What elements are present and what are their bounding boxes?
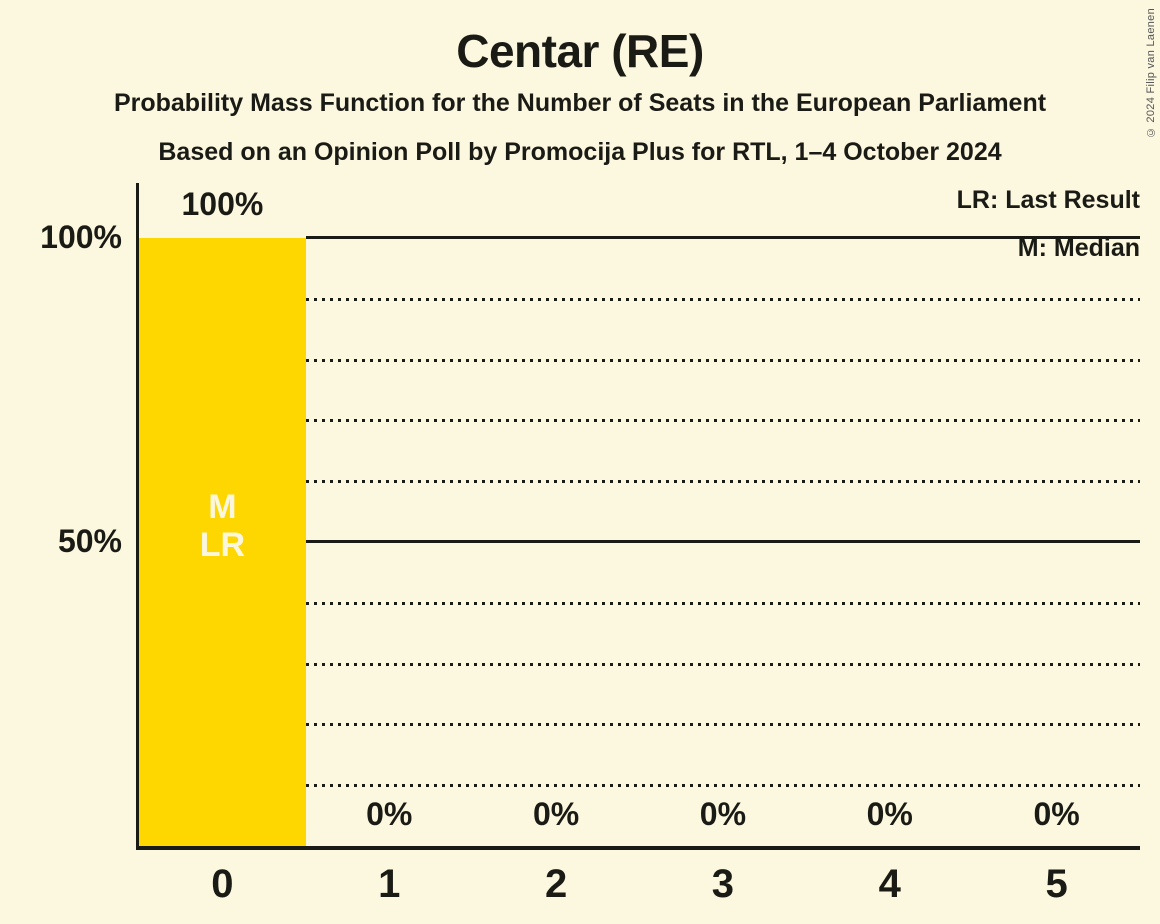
gridline-dotted-20 (305, 723, 1140, 727)
gridline-dotted-70 (305, 419, 1140, 423)
legend-median: M: Median (1017, 234, 1140, 262)
chart-subtitle: Probability Mass Function for the Number… (113, 89, 1047, 117)
copyright-notice: © 2024 Filip van Laenen (1145, 8, 1157, 139)
y-tick-label-50: 50% (57, 523, 122, 559)
gridline-solid-100 (305, 236, 1140, 239)
gridline-dotted-10 (305, 784, 1140, 788)
bar-value-label-0: 100% (181, 186, 264, 222)
y-axis-line (136, 183, 139, 850)
x-tick-label-2: 2 (544, 862, 568, 906)
gridline-dotted-60 (305, 480, 1140, 484)
gridline-dotted-30 (305, 662, 1140, 666)
chart-source-line: Based on an Opinion Poll by Promocija Pl… (158, 138, 1002, 166)
bar-value-label-1: 0% (366, 796, 413, 832)
x-axis-line (136, 846, 1140, 850)
x-tick-label-0: 0 (211, 862, 234, 906)
bar-seats-0 (139, 238, 306, 846)
legend-last-result: LR: Last Result (956, 186, 1140, 214)
chart-title: Centar (RE) (456, 25, 704, 77)
bar-value-label-3: 0% (699, 796, 747, 832)
bar-value-label-5: 0% (1033, 796, 1080, 832)
x-tick-label-3: 3 (711, 862, 735, 906)
bar-annotation-line-m: M (208, 488, 237, 526)
x-tick-label-5: 5 (1045, 862, 1068, 906)
y-tick-label-100: 100% (40, 219, 122, 255)
bar-annotation-median-last-result: M LR (139, 488, 306, 564)
gridline-dotted-80 (305, 358, 1140, 362)
gridline-dotted-90 (305, 297, 1140, 301)
gridline-solid-50 (305, 540, 1140, 543)
x-tick-label-1: 1 (378, 862, 401, 906)
bar-value-label-2: 0% (532, 796, 580, 832)
gridline-dotted-40 (305, 601, 1140, 605)
bar-value-label-4: 0% (866, 796, 913, 832)
x-tick-label-4: 4 (878, 862, 901, 906)
bar-annotation-line-lr: LR (199, 526, 246, 564)
